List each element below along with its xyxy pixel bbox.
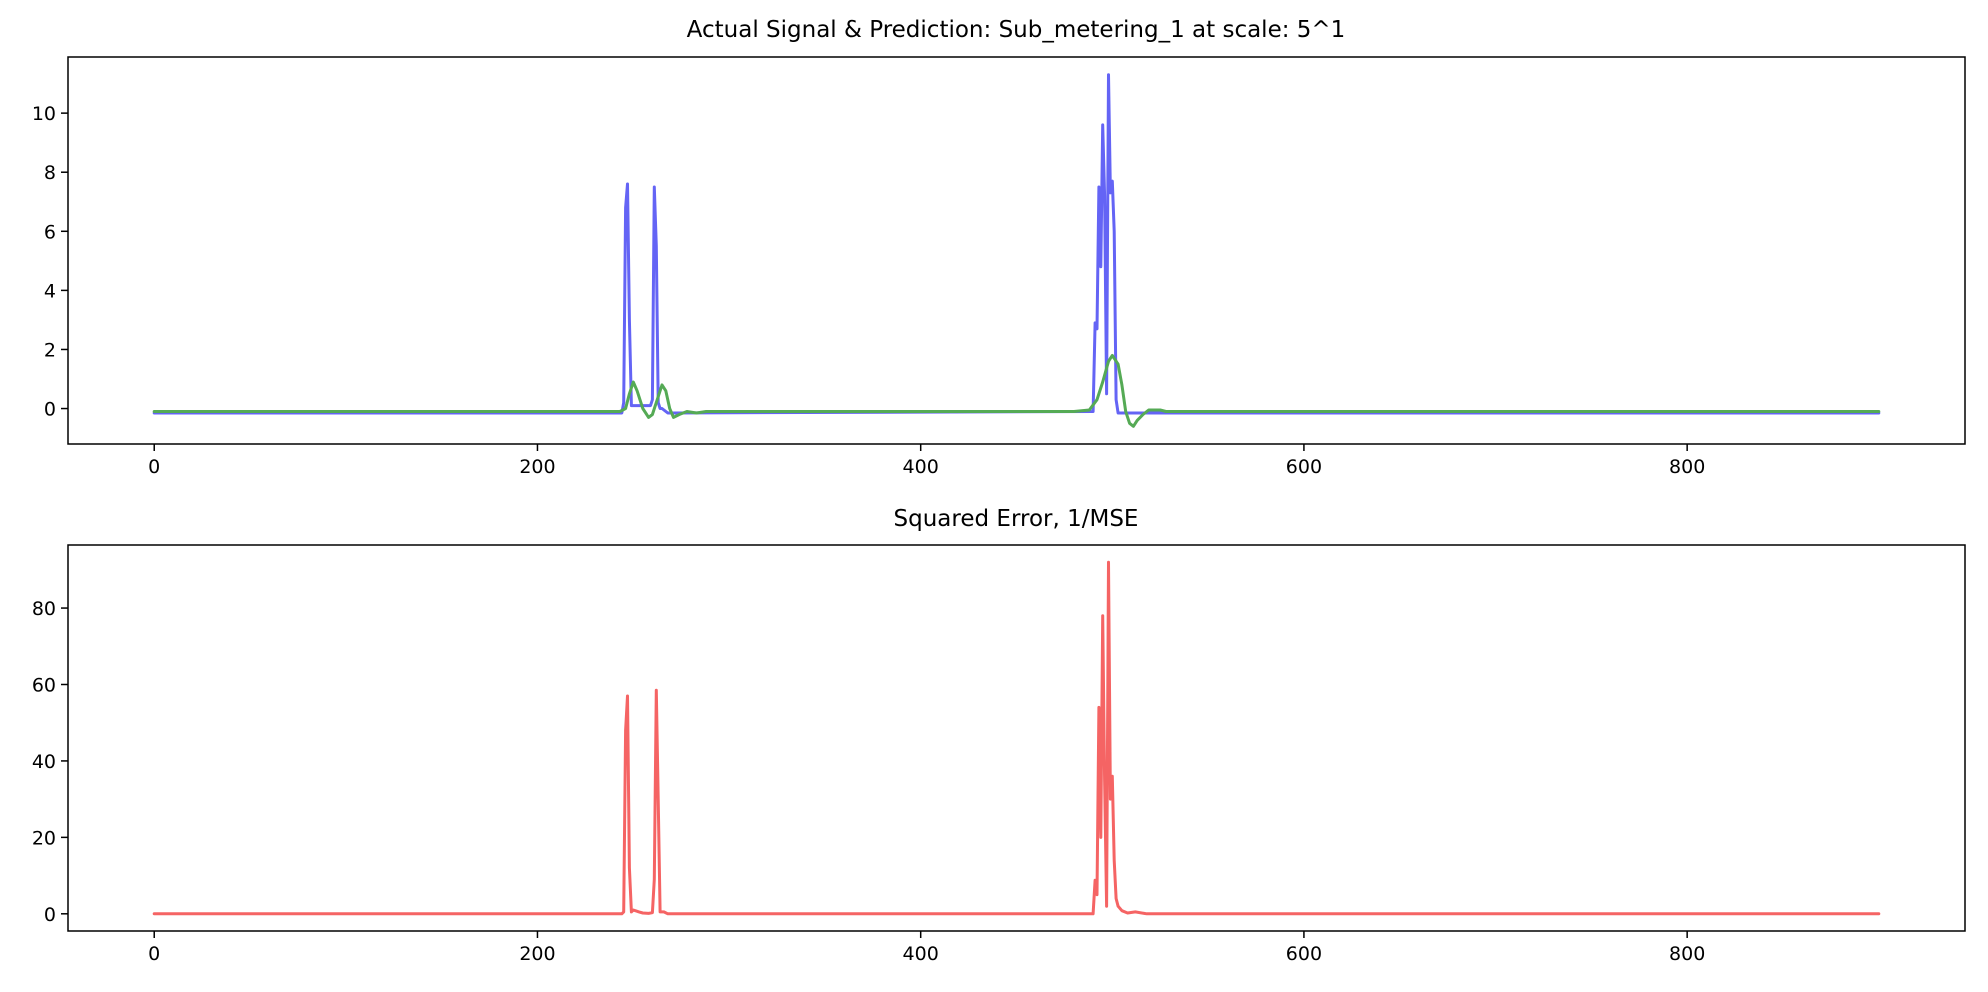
x-tick-label: 600 [1286, 456, 1322, 478]
axis-ticks: 0 200 400 600 800 0 20 40 60 80 [32, 598, 1705, 965]
plot-frame [67, 544, 1966, 932]
y-tick-label: 6 [44, 221, 56, 243]
y-tick-label: 0 [44, 904, 56, 926]
panel-title: Squared Error, 1/MSE [894, 506, 1139, 532]
plot-frame [67, 56, 1966, 445]
signal-prediction-panel: Actual Signal & Prediction: Sub_metering… [32, 17, 1966, 478]
x-tick-label: 800 [1669, 456, 1705, 478]
plot-marks [152, 73, 1881, 428]
series-line-0 [152, 560, 1881, 916]
x-tick-label: 400 [903, 943, 939, 965]
x-tick-label: 200 [519, 456, 555, 478]
y-tick-label: 2 [44, 339, 56, 361]
series-line-1 [152, 353, 1881, 428]
x-tick-label: 800 [1669, 943, 1705, 965]
x-tick-label: 0 [148, 456, 160, 478]
plot-marks [152, 560, 1881, 916]
panel-title: Actual Signal & Prediction: Sub_metering… [687, 17, 1346, 43]
y-tick-label: 0 [44, 399, 56, 421]
x-tick-label: 200 [519, 943, 555, 965]
y-tick-label: 10 [32, 103, 56, 125]
axis-ticks: 0 200 400 600 800 0 2 4 6 8 10 [32, 103, 1705, 478]
x-tick-label: 0 [148, 943, 160, 965]
x-tick-label: 400 [903, 456, 939, 478]
squared-error-panel: Squared Error, 1/MSE 0 200 400 600 800 0 20 40 6… [32, 506, 1966, 965]
y-tick-label: 20 [32, 827, 56, 849]
x-tick-label: 600 [1286, 943, 1322, 965]
y-tick-label: 8 [44, 162, 56, 184]
y-tick-label: 60 [32, 674, 56, 696]
y-tick-label: 80 [32, 598, 56, 620]
series-line-0 [152, 73, 1881, 415]
y-tick-label: 4 [44, 280, 56, 302]
y-tick-label: 40 [32, 751, 56, 773]
